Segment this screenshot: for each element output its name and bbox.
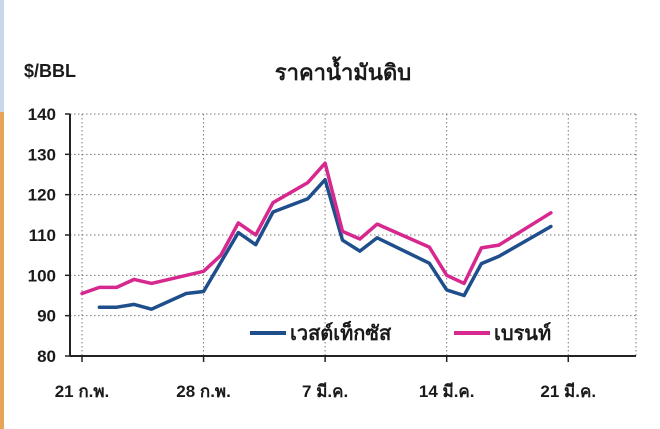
x-tick-labels: 21 ก.พ. 28 ก.พ. 7 มี.ค. 14 มี.ค. 21 มี.ค. bbox=[55, 381, 596, 401]
series-lines bbox=[80, 161, 553, 311]
y-tick-label: 100 bbox=[28, 266, 56, 285]
y-tick-labels: 80 90 100 110 120 130 140 bbox=[28, 105, 56, 366]
x-tick-label: 14 มี.ค. bbox=[419, 381, 475, 401]
y-tick-label: 110 bbox=[29, 226, 56, 245]
gridlines bbox=[70, 113, 637, 356]
y-tick-label: 140 bbox=[28, 105, 56, 124]
series-line-wti bbox=[97, 177, 553, 311]
y-tick-label: 90 bbox=[37, 307, 56, 326]
legend: เวสต์เท็กซัส เบรนท์ bbox=[250, 320, 551, 345]
axes bbox=[65, 113, 636, 362]
x-tick-label: 21 ก.พ. bbox=[55, 382, 110, 401]
x-tick-label: 21 มี.ค. bbox=[540, 381, 596, 401]
legend-label: เบรนท์ bbox=[494, 322, 551, 345]
legend-label: เวสต์เท็กซัส bbox=[290, 320, 392, 345]
chart-title: ราคาน้ำมันดิบ bbox=[275, 56, 411, 85]
y-axis-unit-label: $/BBL bbox=[24, 61, 76, 81]
x-tick-label: 28 ก.พ. bbox=[176, 382, 231, 401]
left-edge-decoration-lower bbox=[0, 112, 4, 429]
x-tick-label: 7 มี.ค. bbox=[302, 381, 348, 401]
y-tick-label: 80 bbox=[37, 347, 56, 366]
series-line-brent bbox=[80, 161, 553, 296]
y-tick-label: 120 bbox=[28, 186, 56, 205]
y-tick-label: 130 bbox=[28, 145, 56, 164]
left-edge-decoration bbox=[0, 0, 4, 112]
